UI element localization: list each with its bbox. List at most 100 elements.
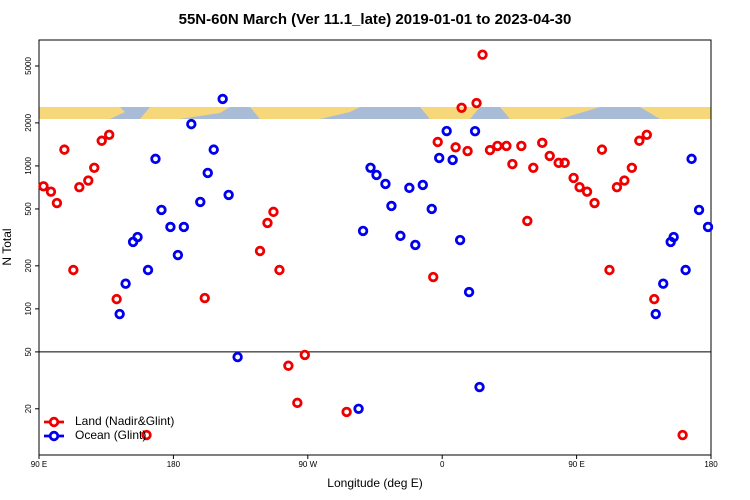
data-point bbox=[262, 217, 273, 229]
data-point bbox=[686, 153, 697, 165]
data-point bbox=[68, 264, 79, 276]
data-point bbox=[428, 271, 439, 283]
data-point bbox=[596, 144, 608, 155]
data-point bbox=[202, 167, 213, 179]
data-point bbox=[477, 49, 488, 60]
data-point bbox=[658, 278, 669, 289]
data-point bbox=[59, 144, 70, 155]
data-point bbox=[492, 140, 503, 152]
data-point bbox=[150, 153, 161, 165]
data-point bbox=[404, 182, 415, 194]
legend-marker bbox=[48, 430, 60, 442]
data-point bbox=[96, 135, 107, 146]
data-point bbox=[484, 144, 496, 156]
data-point bbox=[574, 181, 585, 193]
data-point bbox=[507, 158, 518, 170]
data-point bbox=[89, 162, 100, 174]
data-point bbox=[680, 264, 691, 276]
data-point bbox=[456, 102, 467, 113]
data-point bbox=[386, 200, 397, 212]
data-point bbox=[357, 225, 369, 237]
data-point bbox=[299, 349, 311, 361]
x-axis-label: Longitude (deg E) bbox=[327, 476, 422, 490]
legend-label: Land (Nadir&Glint) bbox=[75, 414, 174, 428]
data-point bbox=[371, 169, 382, 181]
data-point bbox=[292, 397, 303, 409]
y-tick-label: 5000 bbox=[24, 57, 33, 75]
data-point bbox=[641, 129, 652, 141]
data-point bbox=[619, 175, 630, 186]
data-point bbox=[178, 221, 190, 233]
y-axis-label: N Total bbox=[0, 228, 14, 265]
data-point bbox=[395, 230, 406, 242]
data-point bbox=[434, 152, 445, 164]
data-point bbox=[677, 429, 688, 441]
data-point bbox=[223, 189, 234, 201]
data-point bbox=[208, 144, 219, 155]
x-tick-label: 90 W bbox=[298, 460, 317, 469]
data-point bbox=[45, 186, 57, 197]
legend-label: Ocean (Glint) bbox=[75, 428, 146, 442]
data-point bbox=[668, 231, 679, 243]
data-point bbox=[447, 154, 458, 166]
plot-frame bbox=[38, 39, 712, 456]
data-point bbox=[103, 129, 115, 141]
data-point bbox=[462, 145, 473, 157]
data-point bbox=[199, 292, 210, 304]
data-point bbox=[274, 264, 285, 276]
data-point bbox=[649, 293, 660, 305]
data-point bbox=[186, 118, 197, 130]
data-point bbox=[111, 293, 122, 305]
data-point bbox=[450, 142, 461, 153]
data-point bbox=[365, 162, 376, 174]
data-point bbox=[426, 203, 437, 215]
x-tick-label: 180 bbox=[704, 460, 718, 469]
data-point bbox=[516, 140, 527, 152]
data-point bbox=[522, 215, 533, 227]
data-point bbox=[268, 206, 279, 218]
data-point bbox=[559, 157, 570, 169]
y-tick-label: 20 bbox=[24, 404, 33, 413]
data-point bbox=[474, 381, 485, 393]
data-point bbox=[463, 286, 475, 298]
x-tick-label: 90 E bbox=[31, 460, 47, 469]
data-point bbox=[626, 162, 638, 174]
y-tick-label: 50 bbox=[24, 347, 33, 356]
data-point bbox=[172, 249, 184, 261]
ocean-strip bbox=[39, 107, 711, 119]
data-point bbox=[114, 308, 125, 320]
data-point bbox=[441, 125, 452, 137]
map-strip bbox=[39, 107, 711, 119]
data-point bbox=[83, 175, 94, 186]
data-point bbox=[232, 351, 243, 363]
data-point bbox=[553, 157, 564, 169]
data-point bbox=[142, 264, 154, 276]
data-point bbox=[254, 245, 266, 257]
data-point bbox=[611, 181, 623, 193]
data-point bbox=[341, 406, 352, 418]
x-tick-label: 90 E bbox=[568, 460, 584, 469]
data-point bbox=[38, 181, 49, 192]
data-point bbox=[120, 278, 131, 289]
data-point bbox=[417, 179, 428, 191]
data-point bbox=[141, 429, 152, 441]
data-point bbox=[353, 403, 364, 414]
x-tick-label: 180 bbox=[167, 460, 181, 469]
data-point bbox=[432, 136, 443, 148]
data-point bbox=[544, 150, 555, 162]
y-tick-label: 100 bbox=[24, 302, 33, 316]
y-tick-label: 500 bbox=[24, 202, 33, 216]
data-point bbox=[471, 97, 482, 109]
data-point bbox=[650, 308, 661, 320]
land-strip bbox=[39, 107, 711, 119]
data-point bbox=[380, 178, 391, 190]
data-point bbox=[74, 181, 85, 193]
data-point bbox=[634, 135, 645, 146]
data-point bbox=[537, 137, 548, 149]
legend-marker bbox=[48, 416, 60, 428]
data-point bbox=[469, 125, 481, 137]
data-point bbox=[217, 93, 228, 105]
data-point bbox=[501, 140, 512, 152]
data-point bbox=[51, 197, 63, 209]
